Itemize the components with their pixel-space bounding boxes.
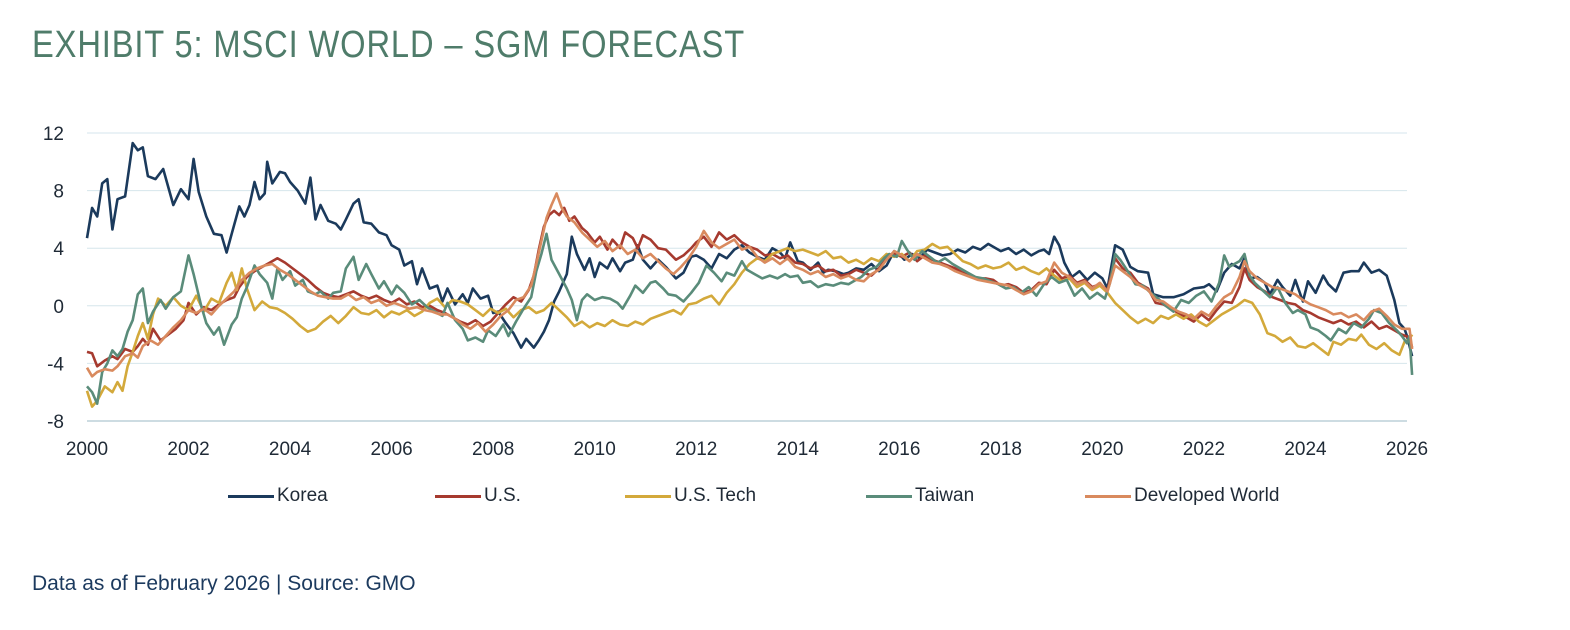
- series-line-korea: [85, 141, 1414, 357]
- legend-swatch: [228, 494, 274, 498]
- x-tick-label: 2024: [1284, 439, 1327, 460]
- legend-swatch: [1085, 494, 1131, 498]
- x-tick-label: 2018: [980, 439, 1022, 460]
- legend-swatch: [866, 494, 912, 498]
- legend-item: Korea: [228, 478, 328, 514]
- legend-item: U.S.: [435, 478, 521, 514]
- legend-label: Developed World: [1134, 485, 1280, 506]
- x-tick-label: 2014: [777, 439, 820, 460]
- legend-swatch: [435, 494, 481, 498]
- legend-item: U.S. Tech: [625, 478, 756, 514]
- x-tick-label: 2012: [675, 439, 717, 460]
- x-tick-label: 2004: [269, 439, 312, 460]
- x-tick-label: 2000: [66, 439, 108, 460]
- legend-swatch: [625, 494, 671, 498]
- legend-item: Taiwan: [866, 478, 974, 514]
- series-line-taiwan: [86, 232, 1414, 405]
- legend-item: Developed World: [1085, 478, 1279, 514]
- source-note: Data as of February 2026 | Source: GMO: [32, 572, 416, 595]
- y-tick-label: 4: [53, 239, 64, 260]
- series-line-developed-world: [85, 192, 1414, 378]
- legend: Korea U.S. U.S. Tech Taiwan Developed World: [0, 478, 1570, 514]
- x-tick-label: 2022: [1183, 439, 1225, 460]
- x-tick-label: 2020: [1081, 439, 1123, 460]
- series-lines: [85, 141, 1414, 408]
- y-tick-label: 8: [53, 182, 64, 203]
- y-tick-label: -8: [47, 412, 64, 433]
- x-tick-label: 2006: [370, 439, 412, 460]
- legend-label: U.S. Tech: [674, 485, 757, 506]
- chart-title: EXHIBIT 5: MSCI WORLD – SGM FORECAST: [32, 24, 746, 66]
- legend-label: Taiwan: [915, 485, 975, 506]
- x-tick-label: 2016: [878, 439, 920, 460]
- series-line-u-s: [86, 206, 1414, 368]
- x-tick-label: 2008: [472, 439, 514, 460]
- x-tick-label: 2010: [574, 439, 616, 460]
- x-tick-label: 2026: [1386, 439, 1428, 460]
- legend-label: Korea: [277, 485, 328, 506]
- y-tick-label: 0: [53, 297, 64, 318]
- x-tick-label: 2002: [167, 439, 209, 460]
- y-axis-ticks: -8 -4 0 4 8 12: [43, 124, 65, 433]
- legend-label: U.S.: [484, 485, 521, 506]
- series-line-u-s-tech: [85, 242, 1414, 408]
- x-axis-ticks: 2000 2002 2004 2006 2008 2010 2012 2014 2016 2018…: [66, 439, 1428, 460]
- y-tick-label: -4: [47, 354, 64, 375]
- y-tick-label: 12: [43, 124, 64, 145]
